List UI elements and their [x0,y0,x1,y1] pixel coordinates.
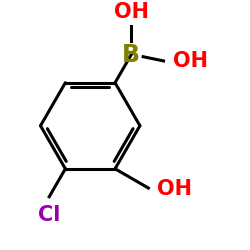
Text: OH: OH [174,51,208,71]
Text: OH: OH [157,179,192,199]
Text: Cl: Cl [38,206,60,226]
Text: B: B [122,43,140,67]
Text: OH: OH [114,2,149,22]
